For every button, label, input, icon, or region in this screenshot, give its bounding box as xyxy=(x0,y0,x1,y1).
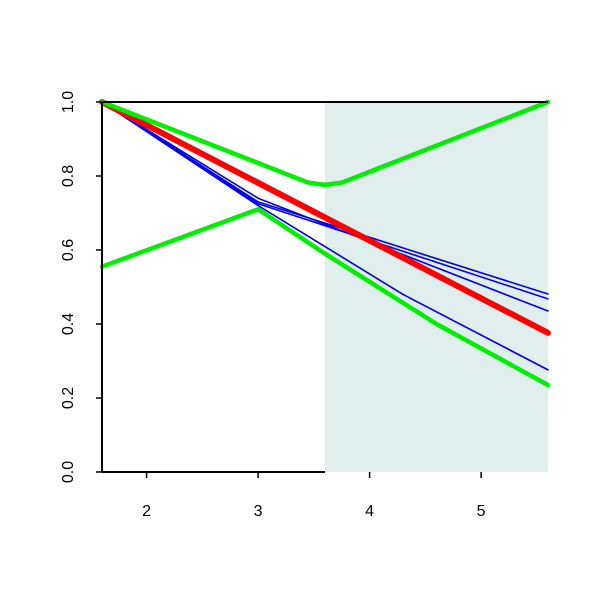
line-series xyxy=(101,101,549,371)
line-series xyxy=(99,99,551,188)
x-tick-label: 3 xyxy=(254,503,263,520)
line-series xyxy=(99,207,551,388)
shaded-region xyxy=(325,102,548,472)
y-tick-label: 0.4 xyxy=(60,313,77,335)
y-tick-label: 1.0 xyxy=(60,91,77,113)
y-tick-label: 0.2 xyxy=(60,387,77,409)
y-tick-label: 0.0 xyxy=(60,461,77,483)
x-tick-label: 4 xyxy=(365,503,374,520)
y-tick-label: 0.6 xyxy=(60,239,77,261)
y-tick-label: 0.8 xyxy=(60,165,77,187)
line-series xyxy=(101,101,549,312)
x-tick-label: 5 xyxy=(477,503,486,520)
line-series xyxy=(99,99,551,336)
x-tick-label: 2 xyxy=(142,503,151,520)
